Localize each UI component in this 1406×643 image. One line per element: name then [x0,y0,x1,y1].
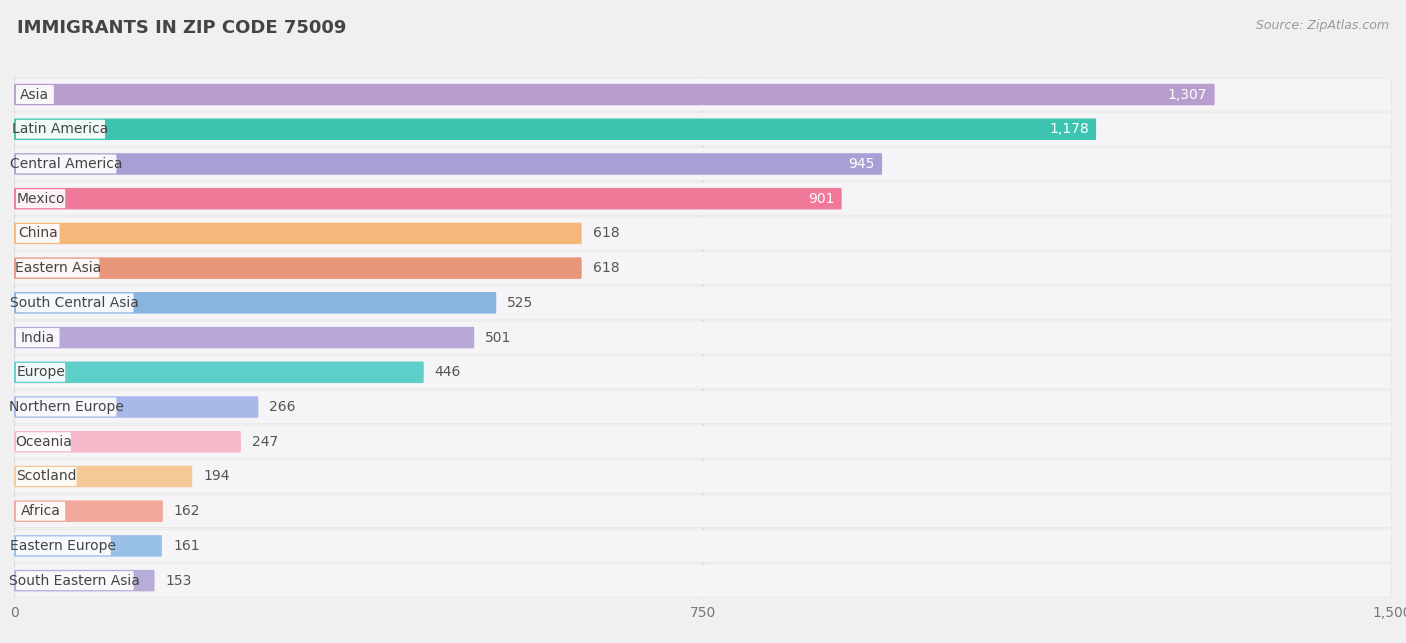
Text: Mexico: Mexico [17,192,65,206]
FancyBboxPatch shape [14,460,1392,493]
FancyBboxPatch shape [15,113,1391,145]
Text: 525: 525 [508,296,534,310]
FancyBboxPatch shape [14,390,1392,424]
Text: Europe: Europe [15,365,65,379]
FancyBboxPatch shape [14,113,1392,146]
Text: 162: 162 [174,504,201,518]
FancyBboxPatch shape [15,502,65,521]
Text: 618: 618 [593,261,620,275]
FancyBboxPatch shape [15,565,1391,597]
Text: 194: 194 [204,469,229,484]
FancyBboxPatch shape [15,536,111,556]
FancyBboxPatch shape [14,182,1392,215]
Text: Oceania: Oceania [15,435,72,449]
FancyBboxPatch shape [14,78,1392,111]
FancyBboxPatch shape [15,85,53,104]
FancyBboxPatch shape [15,426,1391,458]
Text: 446: 446 [434,365,461,379]
Text: Latin America: Latin America [13,122,108,136]
FancyBboxPatch shape [14,425,1392,458]
FancyBboxPatch shape [15,495,1391,527]
FancyBboxPatch shape [14,535,162,557]
FancyBboxPatch shape [15,467,77,486]
FancyBboxPatch shape [15,183,1391,215]
FancyBboxPatch shape [15,363,65,382]
Text: 247: 247 [252,435,278,449]
Text: 901: 901 [808,192,834,206]
Text: Northern Europe: Northern Europe [8,400,124,414]
FancyBboxPatch shape [15,252,1391,284]
FancyBboxPatch shape [15,293,134,312]
Text: South Eastern Asia: South Eastern Asia [10,574,141,588]
Text: 945: 945 [848,157,875,171]
FancyBboxPatch shape [15,154,117,174]
FancyBboxPatch shape [14,321,1392,354]
FancyBboxPatch shape [14,564,1392,597]
FancyBboxPatch shape [14,570,155,592]
Text: Scotland: Scotland [15,469,76,484]
FancyBboxPatch shape [15,530,1391,562]
Text: 266: 266 [270,400,295,414]
FancyBboxPatch shape [14,431,240,453]
FancyBboxPatch shape [15,287,1391,319]
FancyBboxPatch shape [15,460,1391,493]
FancyBboxPatch shape [14,361,423,383]
FancyBboxPatch shape [15,571,134,590]
FancyBboxPatch shape [15,78,1391,111]
FancyBboxPatch shape [14,529,1392,563]
FancyBboxPatch shape [14,222,582,244]
FancyBboxPatch shape [14,217,1392,250]
FancyBboxPatch shape [15,189,65,208]
FancyBboxPatch shape [14,286,1392,320]
FancyBboxPatch shape [15,217,1391,249]
Text: 1,307: 1,307 [1168,87,1208,102]
FancyBboxPatch shape [15,356,1391,388]
Text: 153: 153 [166,574,193,588]
FancyBboxPatch shape [15,328,59,347]
FancyBboxPatch shape [14,153,882,175]
Text: Africa: Africa [21,504,60,518]
Text: Eastern Europe: Eastern Europe [10,539,117,553]
FancyBboxPatch shape [14,251,1392,285]
FancyBboxPatch shape [14,356,1392,389]
FancyBboxPatch shape [14,84,1215,105]
FancyBboxPatch shape [15,397,117,417]
Text: Source: ZipAtlas.com: Source: ZipAtlas.com [1256,19,1389,32]
FancyBboxPatch shape [14,292,496,314]
FancyBboxPatch shape [14,466,193,487]
FancyBboxPatch shape [14,327,474,349]
Text: Asia: Asia [20,87,49,102]
FancyBboxPatch shape [15,120,105,139]
Text: 1,178: 1,178 [1049,122,1088,136]
Text: 161: 161 [173,539,200,553]
FancyBboxPatch shape [15,432,70,451]
FancyBboxPatch shape [14,500,163,522]
FancyBboxPatch shape [15,224,59,243]
Text: China: China [18,226,58,240]
FancyBboxPatch shape [15,148,1391,180]
FancyBboxPatch shape [15,322,1391,354]
FancyBboxPatch shape [15,391,1391,423]
Text: Central America: Central America [10,157,122,171]
FancyBboxPatch shape [14,147,1392,181]
FancyBboxPatch shape [14,188,842,210]
Text: 501: 501 [485,331,512,345]
Text: India: India [21,331,55,345]
FancyBboxPatch shape [14,118,1097,140]
FancyBboxPatch shape [14,494,1392,528]
Text: South Central Asia: South Central Asia [10,296,139,310]
Text: 618: 618 [593,226,620,240]
Text: Eastern Asia: Eastern Asia [14,261,101,275]
FancyBboxPatch shape [14,257,582,279]
FancyBboxPatch shape [14,396,259,418]
FancyBboxPatch shape [15,258,100,278]
Text: IMMIGRANTS IN ZIP CODE 75009: IMMIGRANTS IN ZIP CODE 75009 [17,19,346,37]
